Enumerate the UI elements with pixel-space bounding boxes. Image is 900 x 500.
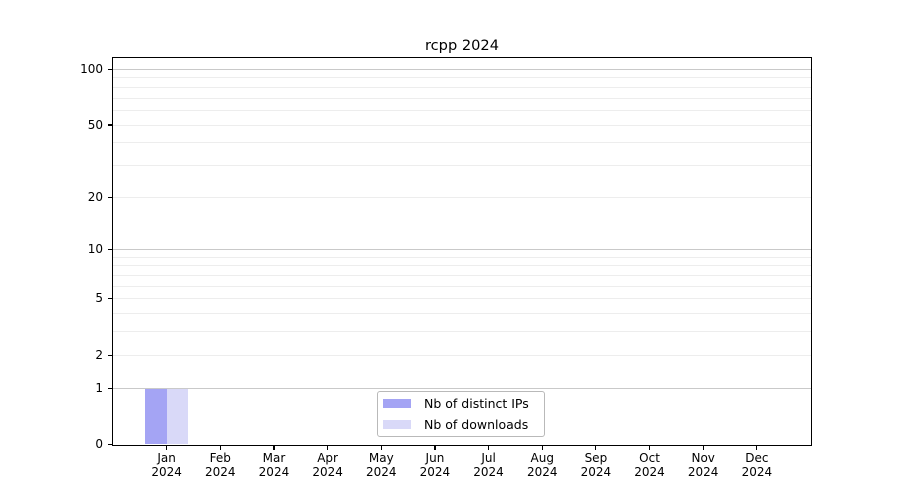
y-tick-label: 50 (87, 117, 103, 132)
x-tick-mark (434, 446, 436, 451)
legend-entry-distinct-ips: Nb of distinct IPs (383, 394, 544, 413)
minor-gridline (113, 109, 811, 111)
x-tick-month: Dec (745, 450, 769, 465)
x-tick-year: 2024 (687, 465, 719, 479)
minor-gridline (113, 196, 811, 198)
x-tick-mark (166, 446, 168, 451)
x-tick-year: 2024 (580, 465, 612, 479)
y-tick-label: 5 (95, 291, 103, 306)
minor-gridline (113, 142, 811, 144)
x-tick-label: Dec 2024 (727, 451, 787, 480)
minor-gridline (113, 285, 811, 287)
minor-gridline (113, 77, 811, 79)
x-tick-month: Jun (425, 450, 445, 465)
minor-gridline (113, 97, 811, 99)
major-gridline (113, 387, 811, 389)
minor-gridline (113, 164, 811, 166)
x-tick-year: 2024 (258, 465, 290, 479)
x-tick-mark (702, 446, 704, 451)
x-tick-label: Apr 2024 (298, 451, 358, 480)
x-tick-mark (380, 446, 382, 451)
legend-label: Nb of distinct IPs (424, 395, 529, 411)
x-tick-year: 2024 (634, 465, 665, 479)
x-tick-year: 2024 (741, 465, 773, 479)
y-tick-label: 20 (87, 189, 103, 204)
x-tick-month: Mar (262, 450, 286, 465)
y-tick-mark (107, 354, 112, 356)
x-tick-month: Oct (639, 450, 660, 465)
x-tick-mark (648, 446, 651, 451)
x-tick-mark (219, 446, 221, 451)
legend-label: Nb of downloads (424, 416, 529, 432)
x-tick-mark (756, 446, 758, 451)
major-gridline (113, 249, 811, 251)
x-tick-month: Apr (317, 450, 338, 465)
y-tick-mark (107, 387, 112, 389)
y-tick-mark (107, 68, 112, 71)
distinct-ips-swatch (383, 398, 411, 408)
y-tick-label: 0 (95, 437, 103, 451)
minor-gridline (113, 256, 811, 258)
downloads-swatch (383, 419, 411, 429)
x-tick-label: Sep 2024 (566, 451, 626, 480)
y-tick-mark (107, 298, 112, 300)
x-tick-mark (327, 446, 329, 451)
x-tick-month: Feb (209, 450, 231, 465)
x-tick-year: 2024 (205, 465, 236, 479)
x-tick-month: Aug (530, 450, 554, 465)
x-tick-label: Oct 2024 (620, 451, 680, 480)
x-tick-mark (273, 446, 275, 451)
legend-entry-downloads: Nb of downloads (383, 415, 544, 434)
minor-gridline (113, 313, 811, 315)
x-tick-month: Sep (584, 450, 608, 465)
x-tick-label: Jul 2024 (459, 451, 519, 480)
x-tick-month: Jan (157, 450, 176, 465)
x-tick-label: Aug 2024 (512, 451, 572, 480)
x-tick-month: May (368, 450, 394, 465)
y-tick-label: 2 (95, 347, 103, 362)
y-tick-mark (107, 124, 112, 126)
x-tick-month: Nov (691, 450, 715, 465)
minor-gridline (113, 298, 811, 300)
x-tick-label: Mar 2024 (244, 451, 304, 480)
minor-gridline (113, 86, 811, 88)
minor-gridline (113, 354, 811, 356)
x-tick-year: 2024 (526, 465, 558, 479)
x-tick-label: Nov 2024 (673, 451, 733, 480)
x-tick-month: Jul (481, 450, 496, 465)
bar (166, 388, 189, 445)
minor-gridline (113, 331, 811, 333)
y-tick-label: 100 (80, 62, 103, 76)
x-tick-mark (541, 446, 543, 451)
bar (144, 388, 167, 445)
y-tick-mark (107, 443, 112, 446)
major-gridline (113, 69, 811, 70)
x-tick-mark (595, 446, 597, 451)
x-tick-label: Jan 2024 (137, 451, 197, 480)
x-tick-label: Jun 2024 (405, 451, 465, 480)
y-tick-label: 10 (87, 242, 103, 257)
minor-gridline (113, 265, 811, 267)
x-tick-year: 2024 (312, 465, 343, 479)
chart-title: rcpp 2024 (424, 37, 499, 54)
x-tick-label: Feb 2024 (190, 451, 250, 480)
y-tick-label: 1 (95, 380, 103, 395)
legend: Nb of distinct IPs Nb of downloads (377, 391, 545, 437)
x-tick-mark (487, 446, 490, 451)
x-tick-year: 2024 (473, 465, 504, 479)
x-tick-year: 2024 (151, 465, 182, 479)
x-tick-label: May 2024 (351, 451, 411, 480)
x-tick-year: 2024 (365, 465, 397, 479)
x-tick-year: 2024 (419, 465, 451, 479)
minor-gridline (113, 124, 811, 126)
y-tick-mark (107, 196, 112, 198)
y-tick-mark (107, 249, 112, 251)
minor-gridline (113, 275, 811, 277)
